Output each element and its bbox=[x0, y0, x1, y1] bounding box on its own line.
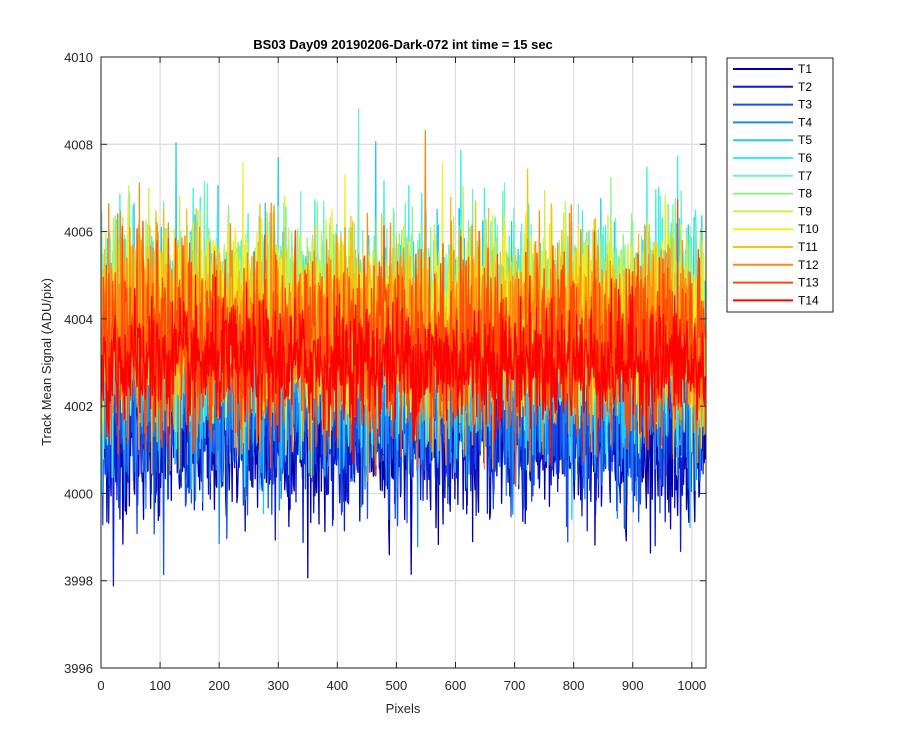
legend-label-t11: T11 bbox=[798, 240, 818, 254]
x-tick-label: 300 bbox=[267, 678, 289, 693]
legend-label-t14: T14 bbox=[798, 293, 819, 307]
y-axis-label: Track Mean Signal (ADU/pix) bbox=[39, 278, 54, 446]
legend: T1 T2 T3 T4 T5 T6 T7 T8 T9 T10 T11 T12 T13 T14 bbox=[726, 57, 834, 313]
legend-label-t10: T10 bbox=[798, 222, 819, 236]
y-tick-label: 4002 bbox=[64, 399, 93, 414]
x-tick-label: 0 bbox=[97, 678, 104, 693]
legend-label-t12: T12 bbox=[798, 258, 819, 272]
x-axis-label: Pixels bbox=[386, 701, 421, 716]
y-tick-labels: 3996 3998 4000 4002 4004 4006 4008 4010 bbox=[64, 50, 93, 676]
ticks bbox=[100, 56, 706, 669]
y-tick-label: 3996 bbox=[64, 661, 93, 676]
legend-label-t7: T7 bbox=[798, 169, 812, 183]
x-tick-label: 700 bbox=[504, 678, 526, 693]
legend-label-t2: T2 bbox=[798, 80, 812, 94]
y-tick-label: 4010 bbox=[64, 50, 93, 65]
x-tick-label: 200 bbox=[208, 678, 230, 693]
series-line-t14 bbox=[101, 274, 706, 467]
y-tick-label: 3998 bbox=[64, 574, 93, 589]
legend-label-t13: T13 bbox=[798, 276, 819, 290]
series-layer bbox=[101, 108, 706, 587]
x-tick-label: 900 bbox=[622, 678, 644, 693]
legend-box bbox=[726, 57, 834, 313]
x-tick-label: 400 bbox=[326, 678, 348, 693]
legend-label-t6: T6 bbox=[798, 151, 812, 165]
x-tick-label: 100 bbox=[149, 678, 171, 693]
plot-frame bbox=[100, 56, 707, 669]
legend-label-t4: T4 bbox=[798, 115, 812, 129]
x-tick-labels: 0 100 200 300 400 500 600 700 800 900 1000 bbox=[97, 678, 706, 693]
y-tick-label: 4008 bbox=[64, 137, 93, 152]
x-tick-label: 1000 bbox=[677, 678, 706, 693]
x-tick-label: 800 bbox=[563, 678, 585, 693]
legend-label-t1: T1 bbox=[798, 62, 812, 76]
y-tick-label: 4000 bbox=[64, 486, 93, 501]
legend-label-t8: T8 bbox=[798, 187, 812, 201]
legend-label-t9: T9 bbox=[798, 204, 812, 218]
chart-title: BS03 Day09 20190206-Dark-072 int time = … bbox=[253, 37, 553, 52]
y-tick-label: 4004 bbox=[64, 312, 93, 327]
legend-label-t5: T5 bbox=[798, 133, 812, 147]
legend-label-t3: T3 bbox=[798, 98, 812, 112]
x-tick-label: 500 bbox=[386, 678, 408, 693]
x-tick-label: 600 bbox=[445, 678, 467, 693]
y-tick-label: 4006 bbox=[64, 225, 93, 240]
